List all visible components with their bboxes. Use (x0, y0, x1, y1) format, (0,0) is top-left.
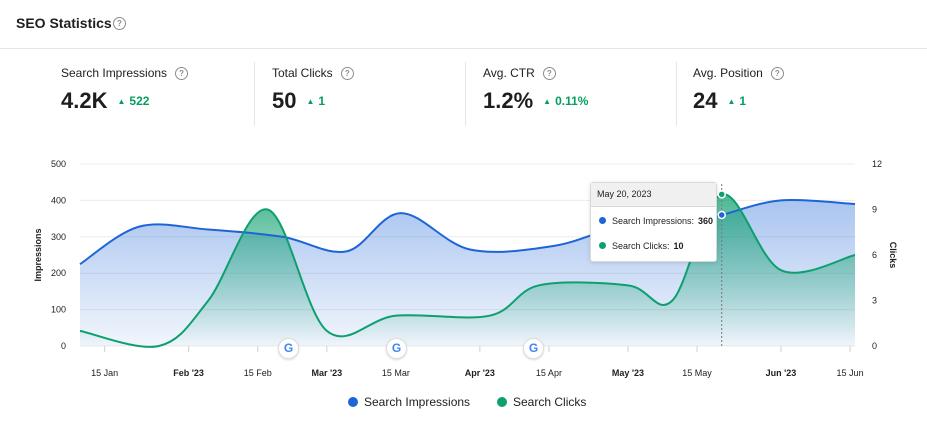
legend-label: Search Impressions (364, 395, 471, 409)
divider (465, 62, 466, 126)
kpi-delta: ▲ 522 (117, 94, 150, 108)
page-title: SEO Statistics (16, 15, 112, 31)
arrow-up-icon: ▲ (727, 97, 736, 106)
kpi-value: 4.2K (61, 88, 108, 113)
tooltip-row-impressions: Search Impressions: 360 (599, 216, 713, 226)
kpi-value: 1.2% (483, 88, 534, 113)
legend-swatch (497, 397, 507, 407)
series-dot (599, 217, 606, 224)
divider (254, 62, 255, 126)
y-right-tick-label: 12 (872, 159, 882, 169)
kpi-delta: ▲ 1 (306, 94, 326, 108)
x-tick-label: 15 Jan (91, 368, 118, 378)
y-left-tick-label: 200 (51, 268, 66, 278)
arrow-up-icon: ▲ (306, 97, 315, 106)
x-tick-label: Apr '23 (465, 368, 495, 378)
kpi-label: Search Impressions (61, 66, 168, 80)
kpi-avg-ctr: Avg. CTR? 1.2% ▲ 0.11% (483, 66, 588, 126)
kpi-search-impressions: Search Impressions? 4.2K ▲ 522 (61, 66, 189, 126)
y-right-tick-label: 0 (872, 341, 877, 351)
kpi-total-clicks: Total Clicks? 50 ▲ 1 (272, 66, 354, 126)
legend-swatch (348, 397, 358, 407)
x-tick-label: Jun '23 (766, 368, 797, 378)
clicks-area (80, 194, 855, 347)
arrow-up-icon: ▲ (543, 97, 552, 106)
y-right-axis-label: Clicks (888, 242, 898, 269)
question-circle-icon[interactable]: ? (770, 67, 784, 80)
tooltip-row-clicks: Search Clicks: 10 (599, 241, 684, 251)
y-right-tick-label: 9 (872, 205, 877, 215)
y-left-tick-label: 400 (51, 195, 66, 205)
legend-label: Search Clicks (513, 395, 587, 409)
x-tick-label: 15 Mar (382, 368, 410, 378)
kpi-label: Avg. CTR (483, 66, 535, 80)
y-left-axis-label: Impressions (33, 228, 43, 281)
x-tick-label: 15 Jun (837, 368, 864, 378)
question-circle-icon[interactable]: ? (340, 67, 354, 80)
y-left-tick-label: 500 (51, 159, 66, 169)
question-circle-icon[interactable]: ? (542, 67, 556, 80)
y-right-tick-label: 6 (872, 250, 877, 260)
legend-item-clicks[interactable]: Search Clicks (497, 395, 586, 409)
y-left-tick-label: 100 (51, 305, 66, 315)
x-tick-label: 15 May (682, 368, 712, 378)
question-circle-icon[interactable]: ? (175, 67, 189, 80)
y-left-tick-label: 0 (61, 341, 66, 351)
google-update-icon[interactable]: G (278, 338, 299, 359)
x-tick-label: 15 Feb (244, 368, 272, 378)
kpi-delta: ▲ 1 (727, 94, 747, 108)
card-header: SEO Statistics ? (0, 0, 927, 49)
kpi-label: Total Clicks (272, 66, 333, 80)
x-tick-label: Feb '23 (173, 368, 204, 378)
seo-area-chart[interactable]: 0 100 200 300 400 500 0 3 6 9 12 Impressions Clicks 1… (0, 150, 927, 390)
series-dot (599, 242, 606, 249)
legend-item-impressions[interactable]: Search Impressions (348, 395, 470, 409)
kpi-label: Avg. Position (693, 66, 763, 80)
y-left-tick-label: 300 (51, 232, 66, 242)
chart-tooltip: May 20, 2023 Search Impressions: 360 Sear… (590, 182, 717, 262)
tooltip-date: May 20, 2023 (591, 183, 716, 207)
x-tick-label: Mar '23 (311, 368, 342, 378)
arrow-up-icon: ▲ (117, 97, 126, 106)
question-circle-icon[interactable]: ? (113, 17, 126, 30)
kpi-avg-position: Avg. Position? 24 ▲ 1 (693, 66, 784, 126)
y-right-tick-label: 3 (872, 296, 877, 306)
divider (676, 62, 677, 126)
kpi-value: 24 (693, 88, 718, 113)
clicks-hover-point (717, 190, 726, 199)
x-tick-label: May '23 (612, 368, 644, 378)
kpi-value: 50 (272, 88, 297, 113)
x-tick-label: 15 Apr (536, 368, 562, 378)
google-update-icon[interactable]: G (523, 338, 544, 359)
google-update-icon[interactable]: G (386, 338, 407, 359)
kpi-delta: ▲ 0.11% (543, 94, 589, 108)
impressions-hover-point (717, 210, 726, 220)
